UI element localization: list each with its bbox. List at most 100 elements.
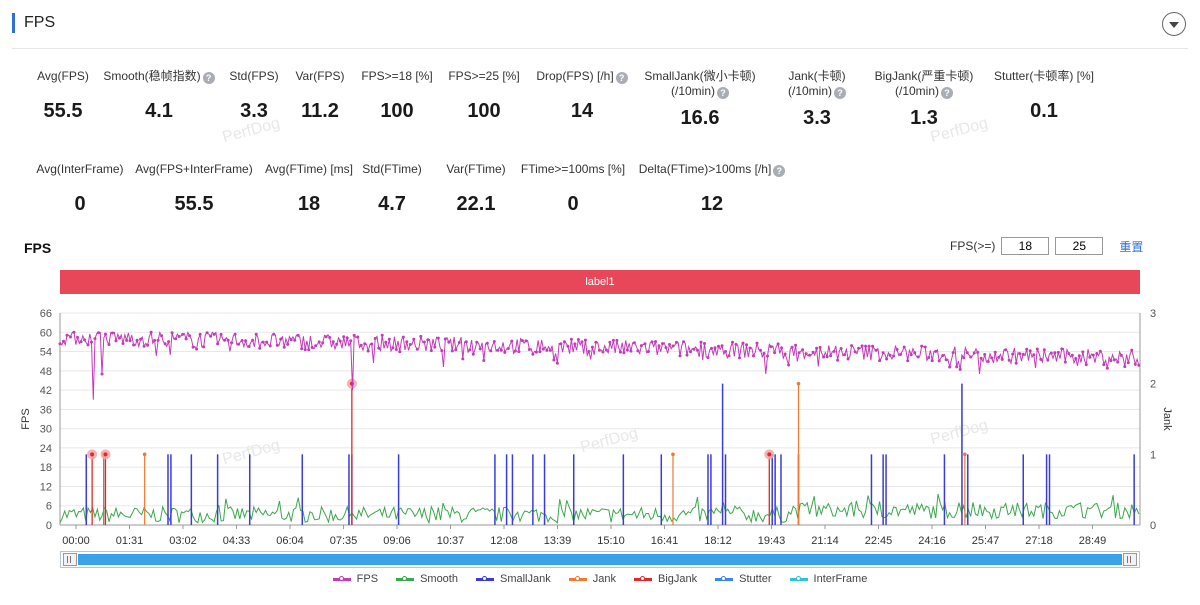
fps-point: [167, 340, 171, 344]
fps-point: [447, 340, 451, 344]
metric-label: Avg(FPS+InterFrame): [119, 162, 269, 177]
time-range-slider[interactable]: [60, 551, 1140, 568]
reset-link[interactable]: 重置: [1119, 239, 1144, 254]
threshold-low-input[interactable]: [1001, 237, 1050, 255]
fps-point: [240, 339, 244, 342]
metric-r1-8: Jank(卡顿) (/10min)? 3.3: [742, 69, 892, 130]
fps-point: [408, 343, 412, 346]
fps-point: [548, 348, 552, 352]
bigjank-point: [90, 452, 95, 457]
metric-label: Drop(FPS) [/h]?: [507, 69, 657, 84]
fps-point: [359, 343, 363, 347]
fps-point: [860, 344, 864, 348]
x-tick-label: 24:16: [918, 535, 946, 547]
help-icon[interactable]: ?: [615, 72, 628, 84]
fps-point: [538, 350, 542, 354]
y-tick-label: 48: [40, 366, 52, 378]
fps-point: [83, 338, 86, 342]
legend-swatch: [396, 575, 415, 581]
header-divider: [12, 48, 1188, 49]
x-tick-label: 27:18: [1025, 535, 1053, 547]
x-tick-label: 18:12: [704, 535, 732, 547]
fps-point: [142, 344, 146, 348]
slider-handle-right[interactable]: [1123, 553, 1137, 566]
legend-item-interframe[interactable]: InterFrame: [789, 573, 867, 585]
legend-item-fps[interactable]: FPS: [332, 573, 378, 585]
fps-point: [237, 342, 241, 346]
fps-point: [1014, 361, 1018, 365]
legend-item-jank[interactable]: Jank: [568, 573, 616, 585]
metric-label-text: FPS>=18 [%]: [361, 69, 433, 83]
metric-label: Stutter(卡顿率) [%]: [969, 69, 1119, 84]
metric-label-text: Avg(FPS+InterFrame): [135, 162, 253, 176]
fps-point: [104, 332, 107, 336]
fps-point: [895, 348, 899, 351]
fps-point: [534, 350, 538, 354]
metric-label-text: Stutter(卡顿率) [%]: [993, 69, 1094, 83]
fps-point: [1049, 351, 1053, 355]
collapse-button[interactable]: [1162, 12, 1186, 36]
fps-point: [475, 340, 479, 344]
slider-handle-left[interactable]: [63, 553, 77, 566]
fps-point: [377, 346, 381, 350]
metric-label: Var(FTime): [401, 162, 551, 177]
fps-point: [324, 335, 328, 339]
fps-point: [1074, 357, 1078, 360]
fps-point: [993, 350, 997, 354]
fps-point: [419, 334, 423, 338]
fps-point: [815, 346, 819, 350]
fps-point: [1126, 361, 1130, 365]
metric-label-text: SmallJank(微小卡顿): [644, 69, 756, 83]
fps-point: [233, 332, 237, 336]
metric-label: FPS>=25 [%]: [409, 69, 559, 84]
legend-item-stutter[interactable]: Stutter: [715, 573, 772, 585]
label-bar[interactable]: label1: [60, 270, 1140, 294]
fps-point: [79, 340, 83, 344]
help-icon[interactable]: ?: [834, 87, 846, 99]
metric-label-text: FPS>=25 [%]: [448, 69, 520, 83]
metric-label: Avg(InterFrame): [5, 162, 155, 177]
fps-point: [1137, 363, 1141, 367]
fps-point: [121, 342, 125, 345]
fps-point: [72, 330, 76, 334]
bigjank-point: [103, 452, 108, 457]
fps-point: [741, 341, 745, 345]
fps-point: [692, 347, 696, 351]
y-tick-label: 36: [40, 404, 52, 416]
fps-point: [289, 338, 293, 342]
fps-point: [1004, 348, 1008, 352]
fps-point: [1042, 348, 1046, 352]
fps-point: [597, 348, 601, 352]
x-tick-label: 00:00: [62, 535, 90, 547]
help-icon[interactable]: ?: [941, 87, 953, 99]
y2-axis-label: Jank: [1161, 407, 1173, 431]
metric-label-unit: (/10min): [894, 84, 939, 98]
chart-title: FPS: [24, 240, 52, 256]
legend-swatch: [332, 575, 351, 581]
threshold-high-input[interactable]: [1055, 237, 1104, 255]
fps-point: [247, 345, 251, 348]
fps-point: [713, 346, 717, 350]
legend-item-bigjank[interactable]: BigJank: [633, 573, 697, 585]
fps-point: [163, 342, 167, 346]
fps-point: [664, 346, 668, 350]
help-icon[interactable]: ?: [717, 87, 729, 99]
fps-point: [618, 350, 622, 354]
fps-point: [65, 333, 69, 337]
fps-point: [349, 339, 353, 343]
fps-point: [345, 336, 349, 340]
metric-label-text: Smooth(稳帧指数): [103, 69, 201, 83]
fps-point: [1077, 354, 1081, 358]
fps-point: [839, 347, 843, 350]
legend-item-smalljank[interactable]: SmallJank: [475, 573, 551, 585]
legend-item-smooth[interactable]: Smooth: [396, 573, 458, 585]
fps-point: [520, 339, 524, 343]
fps-point: [958, 367, 962, 371]
slider-range-fill[interactable]: [78, 554, 1122, 565]
fps-point: [941, 354, 945, 357]
smooth-series-line: [59, 493, 1140, 525]
y-tick-label: 66: [40, 308, 52, 320]
help-icon[interactable]: ?: [773, 165, 786, 177]
help-icon[interactable]: ?: [202, 72, 215, 84]
fps-point: [384, 340, 388, 344]
